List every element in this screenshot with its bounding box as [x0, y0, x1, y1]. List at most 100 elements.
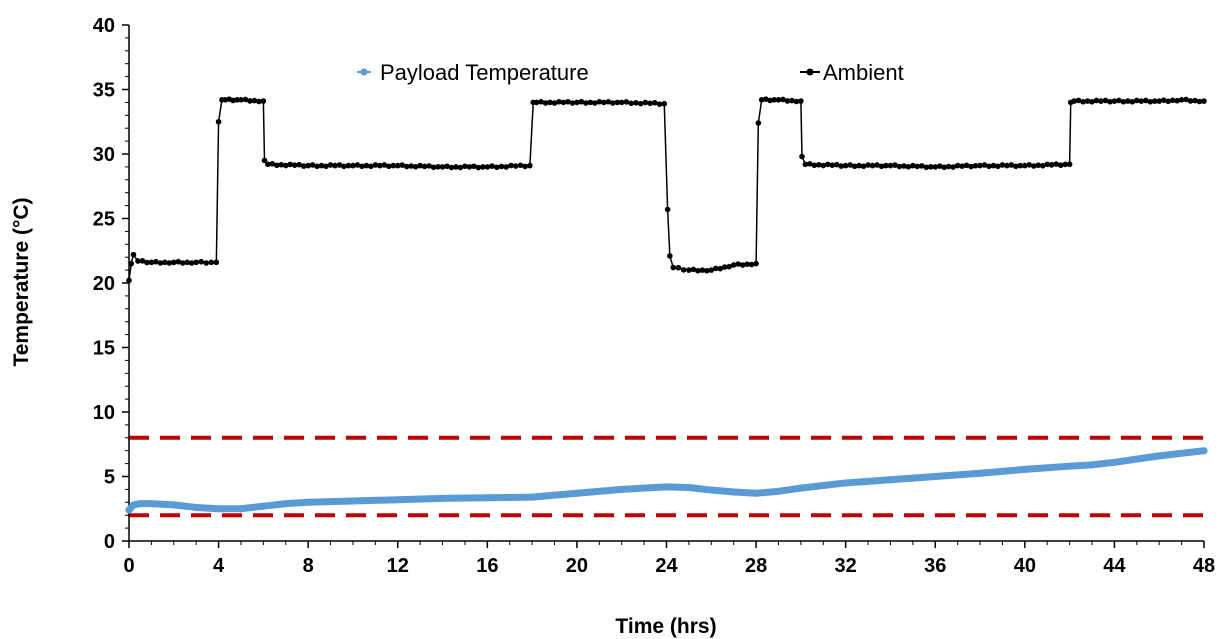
ambient-point: [1066, 161, 1073, 168]
x-tick-label: 4: [213, 555, 225, 577]
ambient-point: [1187, 98, 1194, 104]
ambient-point: [1102, 97, 1109, 104]
ambient-point: [1053, 161, 1059, 167]
ambient-point: [874, 162, 880, 168]
ambient-point: [963, 162, 970, 169]
legend-payload-label: Payload Temperature: [380, 60, 589, 85]
ambient-point: [919, 163, 925, 169]
y-tick-label: 10: [93, 402, 115, 424]
ambient-point: [999, 162, 1006, 168]
ambient-point: [708, 267, 715, 273]
ambient-point: [623, 99, 630, 105]
ambient-point: [1071, 98, 1077, 104]
ambient-point: [1026, 162, 1033, 168]
payload-point: [394, 496, 402, 504]
ambient-point: [667, 253, 673, 259]
ambient-point: [730, 262, 737, 268]
ambient-point: [811, 162, 818, 169]
ambient-point: [1039, 162, 1046, 169]
ambient-point: [1111, 98, 1118, 104]
ambient-point: [652, 99, 658, 106]
ambient-point: [139, 258, 146, 264]
ambient-point: [1160, 97, 1167, 104]
ambient-point: [569, 100, 576, 106]
ambient-point: [1093, 97, 1100, 104]
ambient-point: [439, 164, 446, 170]
ambient-point: [950, 164, 956, 170]
ambient-point: [981, 162, 988, 168]
payload-point: [129, 501, 137, 509]
payload-point: [797, 484, 805, 492]
ambient-point: [234, 97, 240, 103]
payload-point: [886, 476, 894, 484]
ambient-point: [309, 162, 316, 168]
ambient-point: [932, 164, 939, 170]
ambient-point: [780, 96, 786, 103]
payload-line: [125, 447, 1208, 514]
ambient-point: [377, 162, 383, 169]
payload-point: [573, 489, 581, 497]
ambient-point: [296, 161, 303, 168]
ambient-point: [739, 262, 746, 268]
payload-point: [931, 473, 939, 480]
payload-point: [1021, 465, 1029, 473]
ambient-point: [1169, 97, 1176, 104]
payload-point: [439, 494, 447, 502]
ambient-point: [551, 100, 558, 106]
payload-point: [707, 486, 715, 494]
ambient-point: [489, 163, 495, 169]
ambient-point: [148, 259, 155, 266]
ambient-point: [215, 118, 222, 125]
ambient-point: [690, 266, 697, 273]
payload-point: [774, 487, 782, 495]
x-tick-label: 24: [655, 555, 678, 577]
ambient-point: [878, 163, 885, 170]
ambient-point: [763, 96, 769, 102]
ambient-point: [390, 162, 397, 169]
ambient-point: [269, 161, 276, 167]
ambient-point: [462, 163, 468, 170]
ambient-point: [941, 164, 948, 171]
ambient-point: [712, 265, 719, 272]
ambient-point: [1030, 163, 1037, 169]
ambient-point: [399, 162, 406, 168]
ambient-point: [480, 164, 486, 170]
ambient-point: [910, 162, 916, 169]
x-tick-label: 44: [1103, 555, 1126, 577]
payload-point: [170, 501, 178, 509]
ambient-point: [475, 164, 482, 171]
ambient-point: [990, 162, 997, 169]
ambient-point: [1044, 161, 1051, 168]
ambient-point: [1116, 97, 1122, 104]
ambient-point: [1151, 98, 1158, 104]
ambient-line: [128, 99, 1205, 281]
payload-point: [618, 485, 626, 493]
ambient-point: [1196, 98, 1203, 105]
ambient-point: [959, 163, 965, 169]
ambient-point: [596, 98, 603, 105]
ambient-point: [430, 164, 437, 171]
ambient-point: [977, 162, 983, 169]
ambient-point: [444, 163, 450, 170]
ambient-point: [1142, 97, 1149, 104]
ambient-point: [448, 164, 455, 171]
ambient-point: [1134, 97, 1140, 104]
ambient-point: [453, 164, 459, 170]
ambient-point: [247, 98, 253, 104]
ambient-point: [675, 264, 682, 271]
ambient-point: [860, 163, 867, 170]
ambient-point: [820, 162, 827, 169]
ambient-point: [789, 97, 795, 104]
ambient-point: [350, 162, 356, 169]
ambient-point: [466, 164, 473, 170]
ambient-point: [717, 265, 724, 272]
legend-ambient-dot: [806, 68, 814, 76]
y-tick-label: 40: [93, 15, 115, 37]
ambient-point: [291, 162, 298, 168]
payload-point: [304, 498, 312, 506]
ambient-point: [735, 261, 741, 267]
ambient-point: [533, 99, 540, 106]
ambient-point: [605, 98, 612, 105]
